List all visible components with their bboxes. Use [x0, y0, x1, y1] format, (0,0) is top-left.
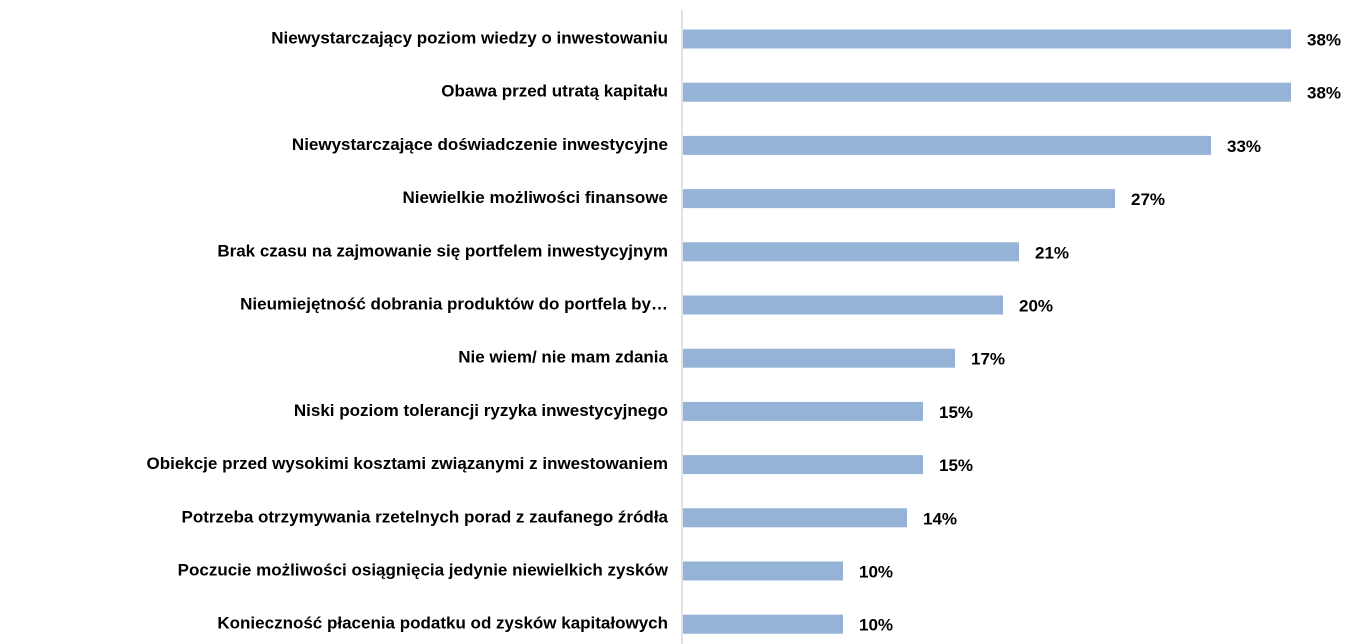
bar — [683, 455, 923, 475]
value-label: 33% — [1227, 137, 1261, 156]
bar — [683, 295, 1003, 315]
bar — [683, 189, 1115, 209]
category-label: Potrzeba otrzymywania rzetelnych porad z… — [182, 507, 669, 526]
value-label: 10% — [859, 562, 893, 581]
category-label: Niewystarczające doświadczenie inwestycy… — [292, 135, 668, 154]
category-label: Niski poziom tolerancji ryzyka inwestycy… — [294, 401, 668, 420]
bar — [683, 82, 1291, 102]
category-label: Obawa przed utratą kapitału — [441, 82, 668, 101]
value-label: 15% — [939, 456, 973, 475]
value-label: 10% — [859, 616, 893, 635]
category-label: Brak czasu na zajmowanie się portfelem i… — [217, 241, 668, 260]
category-label: Niewystarczający poziom wiedzy o inwesto… — [271, 28, 668, 47]
value-label: 20% — [1019, 296, 1053, 315]
category-label: Obiekcje przed wysokimi kosztami związan… — [146, 454, 668, 473]
bar — [683, 401, 923, 421]
value-label: 27% — [1131, 190, 1165, 209]
category-label: Konieczność płacenia podatku od zysków k… — [217, 614, 668, 633]
category-label: Niewielkie możliwości finansowe — [403, 188, 668, 207]
category-label: Nie wiem/ nie mam zdania — [458, 348, 668, 367]
value-label: 38% — [1307, 84, 1341, 103]
bar — [683, 508, 907, 528]
category-label: Poczucie możliwości osiągnięcia jedynie … — [178, 560, 669, 579]
category-label: Nieumiejętność dobrania produktów do por… — [240, 294, 668, 313]
bar — [683, 348, 955, 368]
bar — [683, 242, 1019, 262]
bar — [683, 614, 843, 634]
bar — [683, 135, 1211, 155]
value-label: 17% — [971, 350, 1005, 369]
bar — [683, 29, 1291, 49]
value-label: 15% — [939, 403, 973, 422]
value-label: 21% — [1035, 243, 1069, 262]
value-label: 38% — [1307, 30, 1341, 49]
value-label: 14% — [923, 509, 957, 528]
bar — [683, 561, 843, 581]
